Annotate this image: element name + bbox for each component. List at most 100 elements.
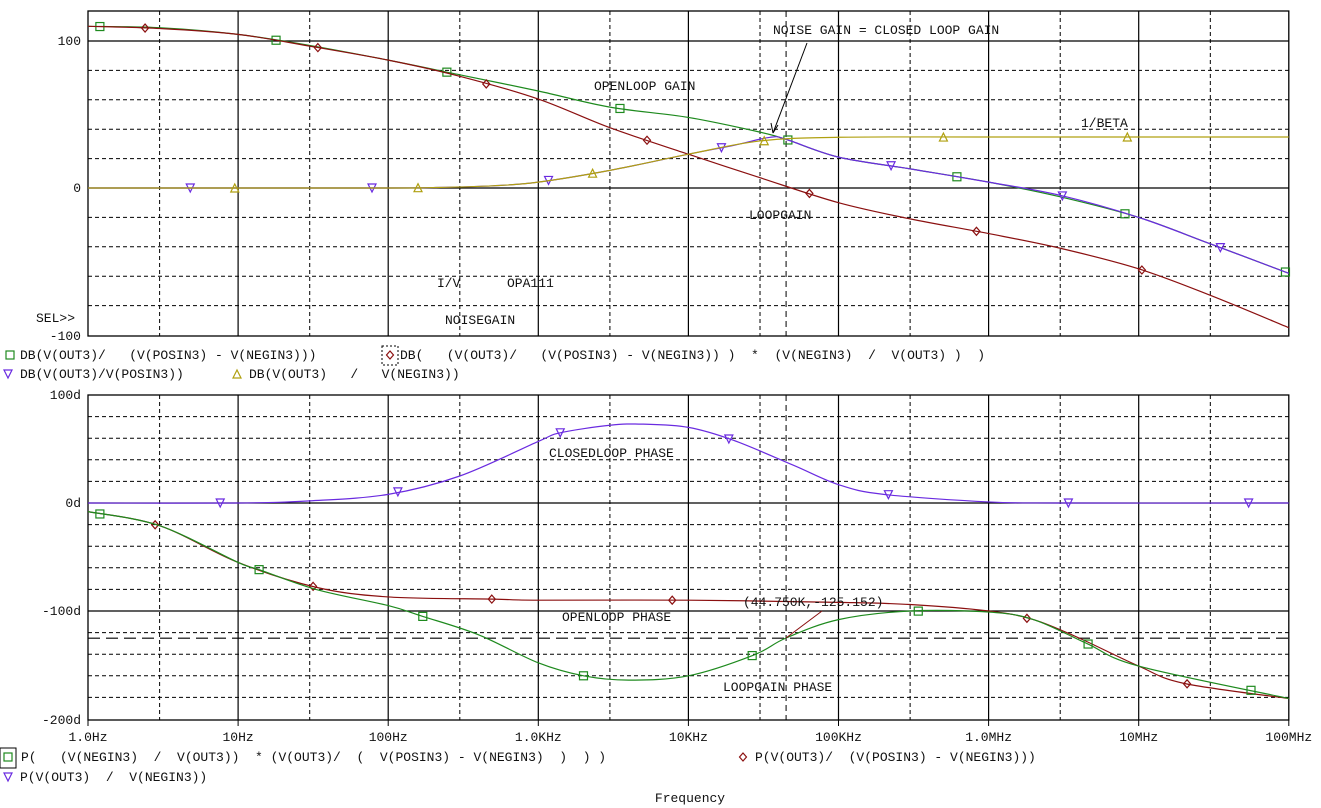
square-marker-icon xyxy=(1083,639,1093,649)
legend-item-closedloop-gain[interactable]: DB(V(OUT3)/V(POSIN3)) xyxy=(3,367,184,382)
trace-beta xyxy=(88,136,1289,189)
triangle-down-marker-icon xyxy=(1243,498,1254,509)
gain-legend: DB(V(OUT3)/ (V(POSIN3) - V(NEGIN3))) DB(… xyxy=(3,345,985,382)
triangle-up-marker-icon xyxy=(587,167,598,178)
diamond-marker-icon xyxy=(385,350,395,360)
xtick: 10MHz xyxy=(1119,730,1158,745)
gain-ytick-100: 100 xyxy=(58,34,81,49)
cursor-readout: (44.750K,-125.152) xyxy=(743,595,883,610)
annotation-arrow xyxy=(772,42,808,134)
triangle-down-marker-icon xyxy=(1063,498,1074,509)
square-marker-icon xyxy=(254,565,264,575)
triangle-down-marker-icon xyxy=(883,490,894,501)
arrow-head-icon xyxy=(770,122,779,134)
annotation-loopgain: LOOPGAIN xyxy=(749,208,811,223)
trace-loopgain_phase xyxy=(87,511,1289,700)
x-axis-label: Frequency xyxy=(655,791,725,806)
diamond-marker-icon xyxy=(487,594,497,605)
gain-plot-grid xyxy=(87,10,1290,337)
phase-ytick-minus200: -200d xyxy=(42,713,81,728)
triangle-up-marker-icon xyxy=(1122,131,1133,142)
square-marker-icon xyxy=(1280,267,1291,277)
phase-ytick-100: 100d xyxy=(50,388,81,403)
legend-label: P(V(OUT3) / V(NEGIN3)) xyxy=(20,770,207,785)
annotation-iv: I/V xyxy=(437,276,461,291)
square-marker-icon xyxy=(952,172,962,182)
annotation-1-beta: 1/BETA xyxy=(1081,116,1128,131)
diamond-marker-icon xyxy=(667,595,677,606)
diamond-marker-icon xyxy=(140,23,150,33)
trace-closedloop_phase xyxy=(87,423,1289,504)
phase-ytick-0: 0d xyxy=(65,496,81,511)
xtick: 1.0MHz xyxy=(965,730,1012,745)
diamond-marker-icon xyxy=(481,79,491,89)
diamond-marker-icon xyxy=(738,752,748,762)
diamond-marker-icon xyxy=(313,42,323,53)
gain-ytick-0: 0 xyxy=(73,181,81,196)
legend-label: DB(V(OUT3) / V(NEGIN3)) xyxy=(249,367,460,382)
legend-label: P( (V(NEGIN3) / V(OUT3)) * (V(OUT3)/ ( V… xyxy=(21,750,606,765)
annotation-closedloop-phase: CLOSEDLOOP PHASE xyxy=(549,446,674,461)
diamond-marker-icon xyxy=(1182,678,1192,689)
triangle-up-marker-icon xyxy=(232,368,242,379)
square-marker-icon xyxy=(3,752,13,762)
triangle-down-marker-icon xyxy=(1057,191,1068,202)
annotation-openloop-phase: OPENLOOP PHASE xyxy=(562,610,671,625)
phase-legend: P( (V(NEGIN3) / V(OUT3)) * (V(OUT3)/ ( V… xyxy=(0,747,1036,785)
annotation-noisegain: NOISEGAIN xyxy=(445,313,515,328)
phase-ytick-minus100: -100d xyxy=(42,604,81,619)
legend-item-openloop-phase[interactable]: P(V(OUT3)/ (V(POSIN3) - V(NEGIN3))) xyxy=(738,750,1036,765)
triangle-down-marker-icon xyxy=(3,772,13,783)
triangle-down-marker-icon xyxy=(886,161,897,172)
legend-label: DB(V(OUT3)/ (V(POSIN3) - V(NEGIN3))) xyxy=(20,348,316,363)
xtick: 10Hz xyxy=(222,730,253,745)
triangle-up-marker-icon xyxy=(938,131,949,142)
square-marker-icon xyxy=(578,671,589,681)
square-marker-icon xyxy=(271,35,281,45)
annotation-loopgain-phase: LOOPGAIN PHASE xyxy=(723,680,832,695)
triangle-up-marker-icon xyxy=(229,182,240,193)
legend-item-1-beta[interactable]: DB(V(OUT3) / V(NEGIN3)) xyxy=(232,367,460,382)
legend-item-loopgain-phase-selected[interactable]: P( (V(NEGIN3) / V(OUT3)) * (V(OUT3)/ ( V… xyxy=(0,747,606,769)
trace-openloop xyxy=(87,25,1290,274)
triangle-up-marker-icon xyxy=(413,182,423,193)
trace-curves xyxy=(87,21,1291,700)
square-marker-icon xyxy=(1246,685,1256,695)
square-marker-icon xyxy=(913,606,923,616)
annotation-opa111: OPA111 xyxy=(507,276,554,291)
legend-item-loopgain-selected[interactable]: DB( (V(OUT3)/ (V(POSIN3) - V(NEGIN3)) ) … xyxy=(381,345,985,366)
triangle-up-marker-icon xyxy=(759,135,770,146)
selection-box xyxy=(0,747,17,769)
sel-indicator: SEL>> xyxy=(36,311,75,326)
diamond-marker-icon xyxy=(805,188,814,199)
selection-box xyxy=(381,345,399,366)
square-marker-icon xyxy=(5,350,15,360)
triangle-down-marker-icon xyxy=(3,369,13,380)
diamond-marker-icon xyxy=(308,581,318,592)
square-marker-icon xyxy=(418,611,428,622)
legend-item-closedloop-phase[interactable]: P(V(OUT3) / V(NEGIN3)) xyxy=(3,770,207,785)
annotation-openloop-gain: OPENLOOP GAIN xyxy=(594,79,695,94)
triangle-down-marker-icon xyxy=(723,434,734,445)
square-marker-icon xyxy=(783,135,793,145)
diamond-marker-icon xyxy=(972,226,981,237)
gain-ytick-minus100: -100 xyxy=(50,329,81,344)
square-marker-icon xyxy=(747,650,757,661)
legend-label: DB(V(OUT3)/V(POSIN3)) xyxy=(20,367,184,382)
xtick: 1.0Hz xyxy=(68,730,107,745)
triangle-down-marker-icon xyxy=(215,498,226,509)
triangle-down-marker-icon xyxy=(555,428,566,439)
legend-item-openloop-gain[interactable]: DB(V(OUT3)/ (V(POSIN3) - V(NEGIN3))) xyxy=(5,348,316,363)
xtick: 100Hz xyxy=(369,730,408,745)
legend-label: DB( (V(OUT3)/ (V(POSIN3) - V(NEGIN3)) ) … xyxy=(400,348,985,363)
annotation-noise-gain: NOISE GAIN = CLOSED LOOP GAIN xyxy=(773,23,999,38)
phase-plot-grid xyxy=(87,394,1290,726)
xtick: 100MHz xyxy=(1265,730,1312,745)
xtick: 1.0KHz xyxy=(515,730,562,745)
legend-label: P(V(OUT3)/ (V(POSIN3) - V(NEGIN3))) xyxy=(755,750,1036,765)
square-marker-icon xyxy=(615,103,625,114)
xtick: 10KHz xyxy=(669,730,708,745)
diamond-marker-icon xyxy=(1137,265,1147,275)
triangle-down-marker-icon xyxy=(1215,243,1226,253)
